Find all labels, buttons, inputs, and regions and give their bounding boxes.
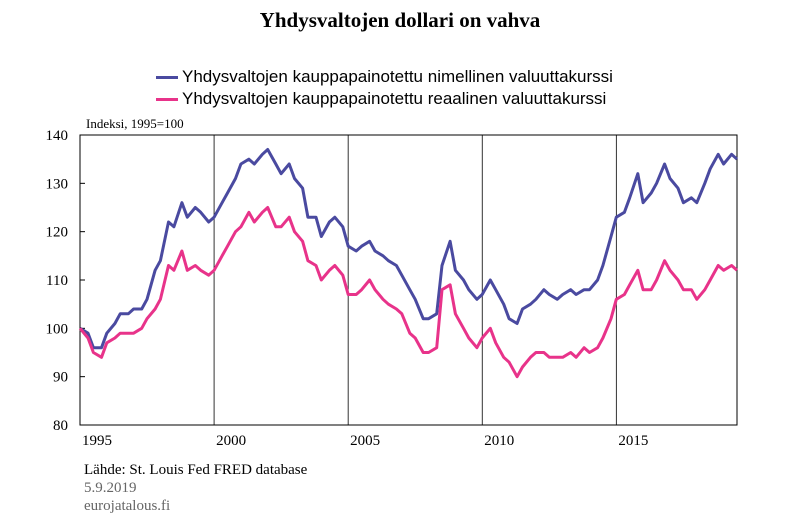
series-line-nominal — [79, 148, 739, 350]
x-tick-label: 2010 — [484, 433, 514, 449]
x-tick-label: 2015 — [618, 433, 648, 449]
x-tick-label: 1995 — [82, 433, 112, 449]
chart-title: Yhdysvaltojen dollari on vahva — [259, 8, 541, 32]
legend-swatch-real — [156, 97, 178, 101]
x-tick-label: 2000 — [216, 433, 246, 449]
x-tick-labels: 1995 2000 2005 2010 2015 — [82, 433, 648, 449]
y-tick-label: 130 — [46, 176, 69, 192]
y-tick-label: 100 — [46, 321, 69, 337]
y-axis-label: Indeksi, 1995=100 — [86, 116, 184, 131]
y-tick-label: 140 — [46, 128, 69, 144]
y-tick-label: 90 — [53, 370, 68, 386]
series-lines — [78, 148, 739, 379]
site-note: eurojatalous.fi — [84, 498, 171, 514]
x-tick-label: 2005 — [350, 433, 380, 449]
legend-label-real: Yhdysvaltojen kauppapainotettu reaalinen… — [182, 89, 607, 108]
legend-label-nominal: Yhdysvaltojen kauppapainotettu nimelline… — [182, 67, 613, 86]
y-tick-label: 120 — [46, 225, 69, 241]
series-line-real — [78, 206, 738, 379]
y-tick-label: 80 — [53, 418, 68, 434]
legend-item-real: Yhdysvaltojen kauppapainotettu reaalinen… — [156, 88, 606, 110]
date-note: 5.9.2019 — [84, 480, 137, 496]
y-tick-labels: 80 90 100 110 120 130 140 — [46, 128, 69, 434]
legend-item-nominal: Yhdysvaltojen kauppapainotettu nimelline… — [156, 66, 613, 88]
source-note: Lähde: St. Louis Fed FRED database — [84, 462, 308, 478]
legend-swatch-nominal — [156, 75, 178, 79]
grid-lines — [80, 134, 617, 426]
y-tick-label: 110 — [46, 273, 68, 289]
